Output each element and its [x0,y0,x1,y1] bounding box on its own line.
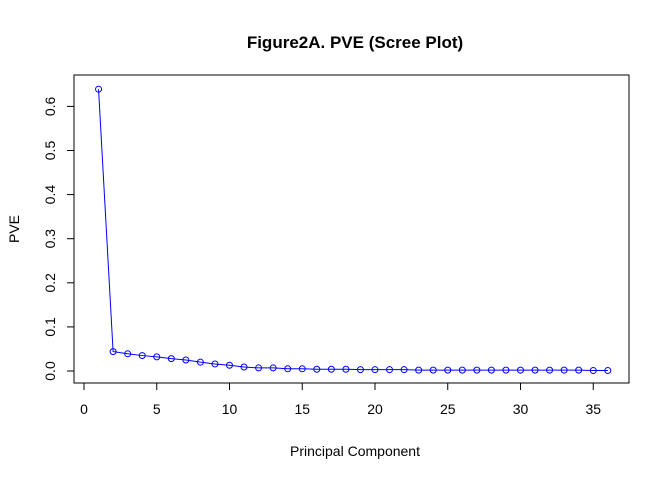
x-axis-label: Principal Component [290,443,420,459]
data-point [167,355,175,363]
x-tick-label: 0 [80,401,88,417]
data-point [255,364,263,372]
data-point [153,353,161,361]
data-point [313,365,321,373]
y-tick-label: 0.2 [42,273,58,293]
x-tick-label: 30 [513,401,529,417]
data-point [124,350,132,358]
x-tick-label: 25 [440,401,456,417]
data-point [226,361,233,369]
data-point [138,352,146,360]
data-point [269,364,277,372]
plot-frame [73,74,630,384]
data-point [298,365,306,373]
x-tick-label: 15 [294,401,310,417]
data-point [517,366,524,374]
data-point [109,348,117,356]
data-point [487,366,495,374]
data-point [211,360,219,368]
data-point [546,366,554,374]
x-tick-label: 35 [585,401,601,417]
y-tick-label: 0.1 [42,317,58,337]
x-tick-label: 10 [222,401,238,417]
data-point [182,356,190,364]
data-point [400,366,408,374]
x-axis: 0 5 10 15 20 25 30 35 [80,382,601,417]
series-layer [95,85,612,375]
series-line [98,89,608,372]
data-point [458,366,466,374]
data-point [371,366,379,374]
x-tick-label: 5 [153,401,161,417]
data-point [284,365,292,373]
y-axis-label: PVE [6,215,22,243]
data-point [444,366,452,374]
data-point [531,366,539,374]
data-point [560,366,568,374]
y-tick-label: 0.3 [42,229,58,249]
data-point [356,366,364,374]
data-point [604,367,612,375]
data-point [327,365,335,373]
data-point [429,366,437,374]
data-point [415,366,423,374]
data-point [473,366,481,374]
x-tick-label: 20 [367,401,383,417]
data-point [196,358,204,366]
data-point [240,363,248,371]
data-point [575,366,583,374]
data-point [95,85,103,93]
chart-title: Figure2A. PVE (Scree Plot) [247,33,463,52]
y-tick-label: 0.0 [42,361,58,381]
y-axis: 0.0 0.1 0.2 0.3 0.4 0.5 0.6 [42,96,75,381]
data-point [502,366,510,374]
data-point [386,366,394,374]
y-tick-label: 0.6 [42,96,58,116]
y-tick-label: 0.4 [42,185,58,205]
data-point [342,365,350,373]
y-tick-label: 0.5 [42,141,58,161]
data-point [589,367,597,375]
